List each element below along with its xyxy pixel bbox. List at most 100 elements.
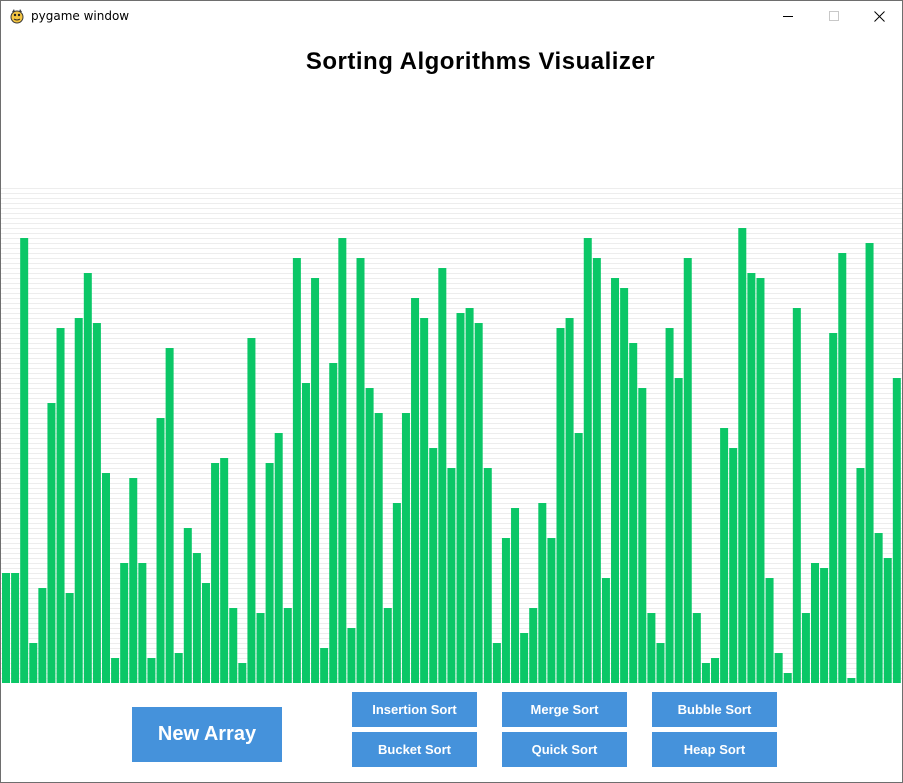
array-bar	[29, 643, 38, 683]
array-bar	[238, 663, 247, 683]
quick-sort-button[interactable]: Quick Sort	[502, 732, 627, 767]
array-bar	[101, 473, 110, 683]
array-bar	[756, 278, 765, 683]
array-bar	[392, 503, 401, 683]
merge-sort-button[interactable]: Merge Sort	[502, 692, 627, 727]
array-bar	[92, 323, 101, 683]
array-bar	[856, 468, 865, 683]
new-array-button[interactable]: New Array	[132, 707, 282, 762]
sorting-bars-chart	[1, 188, 902, 683]
array-bar	[611, 278, 620, 683]
array-bar	[438, 268, 447, 683]
array-bar	[83, 273, 92, 683]
array-bar	[129, 478, 138, 683]
heap-sort-button[interactable]: Heap Sort	[652, 732, 777, 767]
array-bar	[529, 608, 538, 683]
array-bar	[274, 433, 283, 683]
array-bar	[792, 308, 801, 683]
insertion-sort-button[interactable]: Insertion Sort	[352, 692, 477, 727]
array-bar	[829, 333, 838, 683]
array-bar	[465, 308, 474, 683]
array-bar	[801, 613, 810, 683]
array-bar	[292, 258, 301, 683]
array-bar	[683, 258, 692, 683]
window-title: pygame window	[31, 9, 130, 23]
array-bar	[47, 403, 56, 683]
array-bar	[256, 613, 265, 683]
title-bar[interactable]: pygame window	[1, 1, 902, 32]
array-bar	[174, 653, 183, 683]
array-bar	[474, 323, 483, 683]
array-bar	[574, 433, 583, 683]
array-bar	[2, 573, 10, 683]
array-bar	[647, 613, 656, 683]
close-icon[interactable]	[856, 1, 902, 32]
array-bar	[729, 448, 738, 683]
array-bar	[347, 628, 356, 683]
bucket-sort-button[interactable]: Bucket Sort	[352, 732, 477, 767]
array-bar	[320, 648, 329, 683]
array-bar	[283, 608, 292, 683]
array-bar	[601, 578, 610, 683]
array-bar	[147, 658, 156, 683]
array-bar	[311, 278, 320, 683]
array-bar	[783, 673, 792, 683]
array-bar	[720, 428, 729, 683]
minimize-icon[interactable]	[765, 1, 811, 32]
array-bar	[583, 238, 592, 683]
array-bar	[701, 663, 710, 683]
array-bar	[447, 468, 456, 683]
array-bar	[747, 273, 756, 683]
array-bar	[383, 608, 392, 683]
array-bar	[401, 413, 410, 683]
array-bar	[111, 658, 120, 683]
array-bar	[20, 238, 29, 683]
array-bar	[411, 298, 420, 683]
array-bar	[374, 413, 383, 683]
array-bar	[38, 588, 47, 683]
array-bar	[301, 383, 310, 683]
array-bar	[56, 328, 65, 683]
array-bar	[501, 538, 510, 683]
array-bar	[629, 343, 638, 683]
array-bar	[156, 418, 165, 683]
array-bar	[638, 388, 647, 683]
array-bar	[620, 288, 629, 683]
array-bar	[11, 573, 20, 683]
array-bar	[692, 613, 701, 683]
array-bar	[183, 528, 192, 683]
maximize-icon[interactable]	[811, 1, 857, 32]
array-bar	[547, 538, 556, 683]
array-bar	[838, 253, 847, 683]
array-bar	[565, 318, 574, 683]
page-title: Sorting Algorithms Visualizer	[305, 48, 656, 75]
bubble-sort-button[interactable]: Bubble Sort	[652, 692, 777, 727]
pygame-snake-icon	[10, 9, 24, 24]
array-bar	[365, 388, 374, 683]
array-bar	[247, 338, 256, 683]
array-bar	[520, 633, 529, 683]
array-bar	[265, 463, 274, 683]
array-bar	[192, 553, 201, 683]
array-bar	[138, 563, 147, 683]
array-bar	[338, 238, 347, 683]
array-bar	[420, 318, 429, 683]
array-bar	[201, 583, 210, 683]
array-bar	[738, 228, 747, 683]
array-bar	[492, 643, 501, 683]
array-bar	[120, 563, 129, 683]
array-bar	[165, 348, 174, 683]
array-bar	[892, 378, 901, 683]
array-bar	[674, 378, 683, 683]
array-bar	[592, 258, 601, 683]
array-bar	[483, 468, 492, 683]
chart-bars	[2, 228, 901, 683]
array-bar	[865, 243, 874, 683]
array-bar	[711, 658, 720, 683]
array-bar	[820, 568, 829, 683]
array-bar	[811, 563, 820, 683]
array-bar	[356, 258, 365, 683]
array-bar	[456, 313, 465, 683]
array-bar	[656, 643, 665, 683]
